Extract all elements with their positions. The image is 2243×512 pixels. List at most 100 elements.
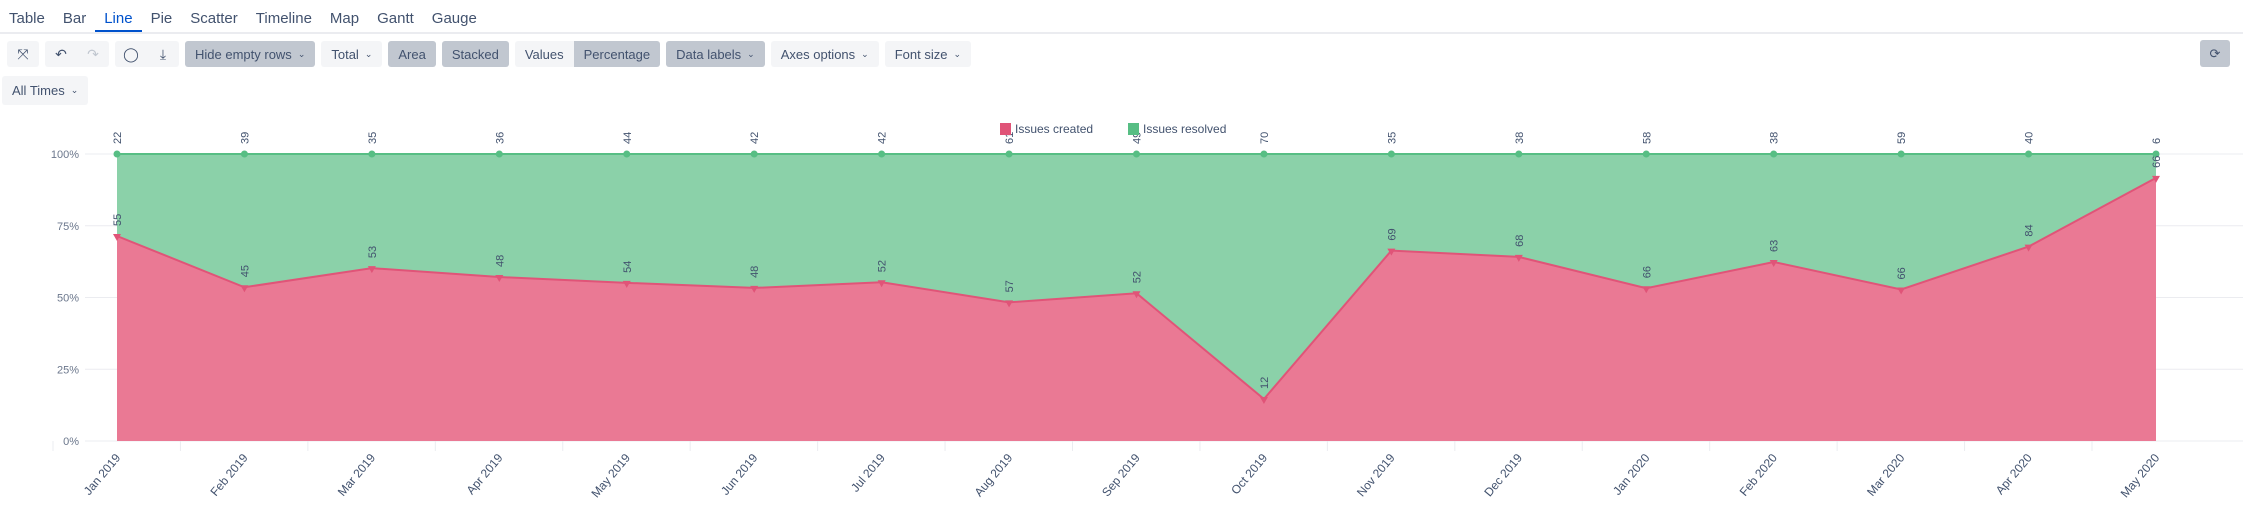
data-labels-dropdown[interactable]: Data labels ⌄ bbox=[666, 41, 765, 67]
tab-pie[interactable]: Pie bbox=[150, 10, 173, 27]
x-tick-label: Feb 2020 bbox=[1737, 451, 1781, 499]
chevron-down-icon: ⌄ bbox=[70, 85, 79, 95]
download-icon[interactable]: ⤓ bbox=[147, 41, 179, 67]
undo-icon[interactable]: ↶ bbox=[45, 41, 77, 67]
stacked-toggle[interactable]: Stacked bbox=[441, 41, 509, 67]
fullscreen-icon[interactable]: ⤧ bbox=[7, 41, 39, 67]
area-toggle[interactable]: Area bbox=[388, 41, 436, 67]
tab-scatter[interactable]: Scatter bbox=[190, 10, 238, 27]
tab-gauge[interactable]: Gauge bbox=[431, 10, 477, 27]
x-tick-label: Mar 2019 bbox=[335, 451, 379, 499]
tab-map[interactable]: Map bbox=[329, 10, 360, 27]
comment-icon[interactable]: ◯ bbox=[115, 41, 147, 67]
legend-swatch-resolved bbox=[1128, 123, 1139, 135]
data-label-issues-resolved: 38 bbox=[1769, 132, 1781, 144]
y-tick-label: 0% bbox=[63, 436, 79, 448]
data-label-issues-resolved: 40 bbox=[2024, 132, 2036, 144]
data-label-issues-resolved: 39 bbox=[239, 132, 251, 144]
font-size-dropdown[interactable]: Font size ⌄ bbox=[884, 41, 971, 67]
data-label-issues-created: 66 bbox=[1896, 267, 1908, 279]
tab-line[interactable]: Line bbox=[95, 0, 142, 32]
axes-options-dropdown[interactable]: Axes options ⌄ bbox=[770, 41, 879, 67]
data-label-issues-created: 68 bbox=[1514, 235, 1526, 247]
data-label-issues-resolved: 22 bbox=[112, 132, 124, 144]
point-issues-created bbox=[240, 285, 249, 293]
x-tick-label: Aug 2019 bbox=[972, 451, 1016, 500]
y-tick-label: 100% bbox=[51, 149, 79, 161]
chart-type-tabs: Table Bar Line Pie Scatter Timeline Map Gantt Ga… bbox=[0, 0, 2243, 34]
hide-empty-rows-dropdown[interactable]: Hide empty rows ⌄ bbox=[185, 41, 316, 67]
area-issues-resolved bbox=[117, 154, 2156, 399]
data-label-issues-created: 63 bbox=[1769, 240, 1781, 252]
legend-label: Issues created bbox=[1015, 122, 1093, 136]
data-label-issues-created: 55 bbox=[112, 214, 124, 226]
point-issues-resolved bbox=[113, 150, 121, 158]
data-label-issues-resolved: 42 bbox=[877, 132, 889, 144]
point-issues-resolved bbox=[1897, 150, 1905, 158]
tab-timeline[interactable]: Timeline bbox=[255, 10, 312, 27]
data-label-issues-created: 48 bbox=[749, 266, 761, 278]
point-issues-created bbox=[750, 285, 759, 293]
point-issues-resolved bbox=[1770, 150, 1778, 158]
hide-empty-rows-label: Hide empty rows bbox=[195, 46, 292, 62]
point-issues-created bbox=[1769, 259, 1778, 267]
data-labels-label: Data labels bbox=[676, 46, 742, 62]
data-label-issues-resolved: 36 bbox=[494, 132, 506, 144]
data-label-issues-created: 69 bbox=[1386, 228, 1398, 240]
point-issues-created bbox=[367, 266, 376, 274]
tab-table[interactable]: Table bbox=[9, 10, 45, 27]
font-size-label: Font size bbox=[894, 46, 948, 62]
point-issues-created bbox=[113, 234, 121, 241]
x-tick-label: Jan 2020 bbox=[1610, 451, 1653, 498]
y-tick-label: 50% bbox=[57, 293, 79, 305]
refresh-icon[interactable]: ⟳ bbox=[2200, 40, 2230, 67]
y-tick-label: 75% bbox=[57, 221, 79, 233]
point-issues-resolved bbox=[1515, 150, 1523, 158]
data-label-issues-resolved: 38 bbox=[1514, 132, 1526, 144]
data-label-issues-created: 12 bbox=[1259, 377, 1271, 389]
legend-swatch-created bbox=[1000, 123, 1011, 135]
x-tick-label: Jan 2019 bbox=[81, 451, 124, 498]
total-label: Total bbox=[331, 46, 359, 62]
redo-icon[interactable]: ↷ bbox=[77, 41, 109, 67]
data-label-issues-resolved: 6 bbox=[2151, 138, 2163, 144]
x-tick-label: Sep 2019 bbox=[1099, 451, 1143, 500]
point-issues-resolved bbox=[1387, 150, 1395, 158]
tab-gantt[interactable]: Gantt bbox=[377, 10, 414, 27]
tab-bar[interactable]: Bar bbox=[62, 10, 87, 27]
toolbar: ⤧ ↶ ↷ ◯ ⤓ Hide empty rows ⌄ Total ⌄ Area Sta… bbox=[7, 41, 971, 67]
area-issues-created bbox=[117, 177, 2156, 441]
x-tick-label: May 2019 bbox=[588, 451, 633, 501]
total-dropdown[interactable]: Total ⌄ bbox=[321, 41, 383, 67]
point-issues-created bbox=[1514, 254, 1523, 262]
point-issues-created bbox=[1132, 291, 1141, 299]
x-tick-label: Feb 2019 bbox=[207, 451, 251, 499]
x-tick-label: Nov 2019 bbox=[1354, 451, 1398, 500]
values-toggle[interactable]: Values bbox=[514, 41, 574, 67]
x-tick-label: May 2020 bbox=[2118, 451, 2163, 501]
data-label-issues-created: 52 bbox=[877, 260, 889, 272]
point-issues-resolved bbox=[750, 150, 758, 158]
data-label-issues-created: 54 bbox=[622, 261, 634, 273]
data-label-issues-created: 52 bbox=[1132, 271, 1144, 283]
x-tick-label: Jun 2019 bbox=[718, 451, 761, 498]
axes-options-label: Axes options bbox=[780, 46, 856, 62]
point-issues-resolved bbox=[495, 150, 503, 158]
data-label-issues-resolved: 59 bbox=[1896, 132, 1908, 144]
point-issues-resolved bbox=[1642, 150, 1650, 158]
point-issues-resolved bbox=[2152, 150, 2160, 158]
data-label-issues-created: 66 bbox=[2151, 156, 2163, 168]
percentage-toggle[interactable]: Percentage bbox=[573, 41, 661, 67]
chevron-down-icon: ⌄ bbox=[861, 48, 869, 59]
data-label-issues-resolved: 42 bbox=[749, 132, 761, 144]
data-label-issues-resolved: 70 bbox=[1259, 132, 1271, 144]
point-issues-created bbox=[1005, 300, 1014, 308]
point-issues-created bbox=[495, 275, 504, 282]
x-tick-label: Apr 2019 bbox=[464, 451, 506, 498]
chevron-down-icon: ⌄ bbox=[747, 48, 755, 59]
x-tick-label: Apr 2020 bbox=[1993, 451, 2035, 498]
legend-label: Issues resolved bbox=[1143, 122, 1226, 136]
all-times-dropdown[interactable]: All Times ⌄ bbox=[2, 76, 89, 105]
point-issues-created bbox=[2152, 175, 2160, 183]
